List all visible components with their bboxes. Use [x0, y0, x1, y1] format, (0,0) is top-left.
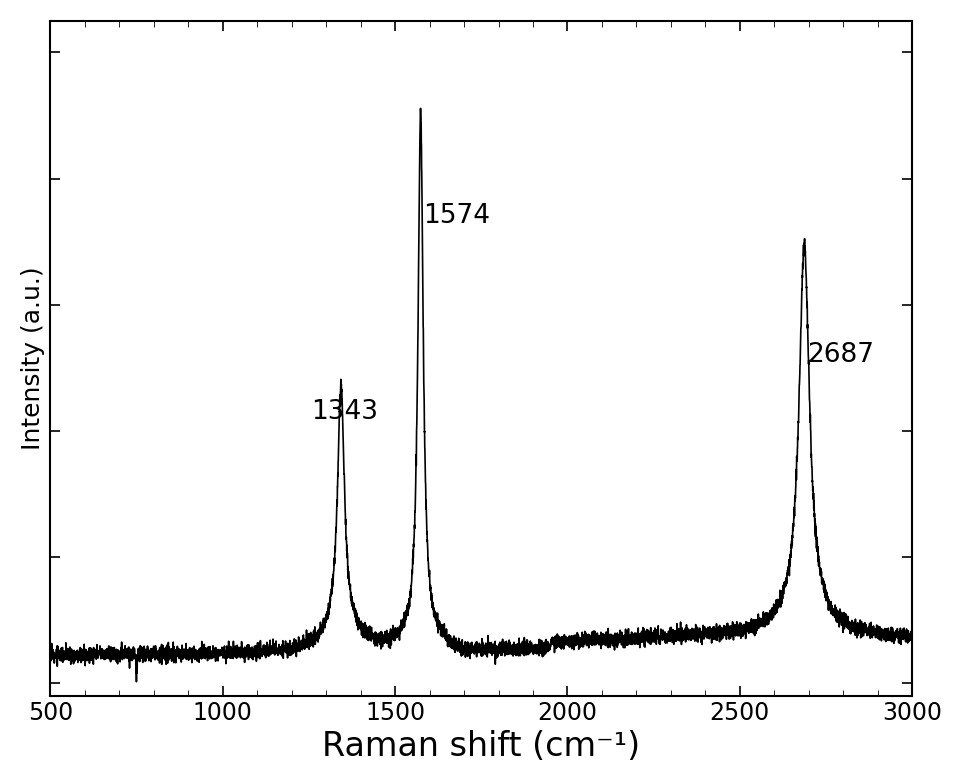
X-axis label: Raman shift (cm⁻¹): Raman shift (cm⁻¹) [323, 730, 640, 763]
Text: 1343: 1343 [311, 398, 377, 424]
Text: 1574: 1574 [424, 203, 490, 229]
Y-axis label: Intensity (a.u.): Intensity (a.u.) [21, 267, 45, 450]
Text: 2687: 2687 [807, 342, 874, 368]
